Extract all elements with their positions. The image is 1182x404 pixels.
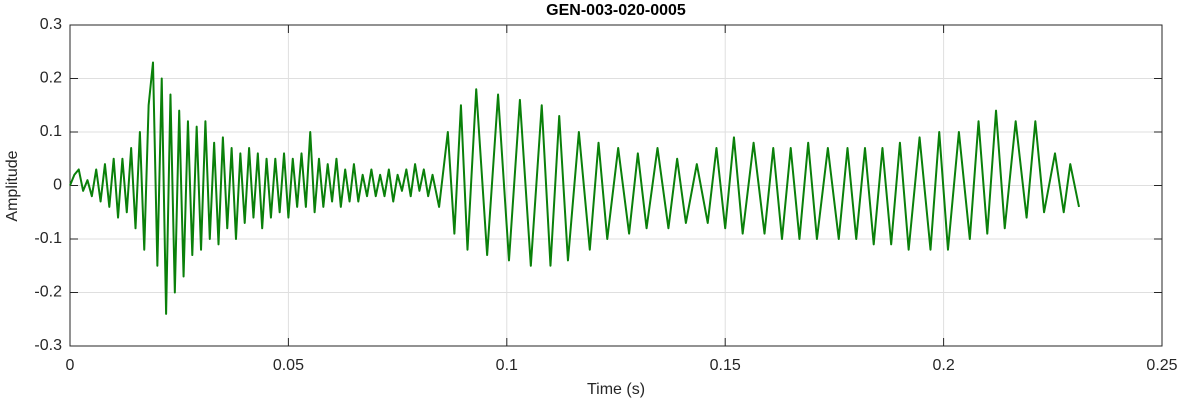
x-tick-label: 0.1: [496, 357, 518, 374]
y-axis-label: Amplitude: [4, 150, 21, 221]
y-tick-label: -0.1: [34, 230, 62, 247]
waveform-line: [69, 61, 1080, 315]
chart-title: GEN-003-020-0005: [546, 2, 686, 19]
y-tick-label: 0: [53, 177, 62, 194]
y-tick-label: -0.3: [34, 337, 62, 354]
x-axis-label: Time (s): [587, 381, 645, 398]
x-tick-label: 0: [66, 357, 75, 374]
y-tick-label: 0.1: [40, 123, 62, 140]
y-tick-label: 0.2: [40, 70, 62, 87]
x-tick-label: 0.15: [710, 357, 741, 374]
x-tick-label: 0.2: [932, 357, 954, 374]
y-tick-label: -0.2: [34, 284, 62, 301]
x-tick-label: 0.25: [1146, 357, 1177, 374]
x-tick-label: 0.05: [273, 357, 304, 374]
y-tick-label: 0.3: [40, 16, 62, 33]
